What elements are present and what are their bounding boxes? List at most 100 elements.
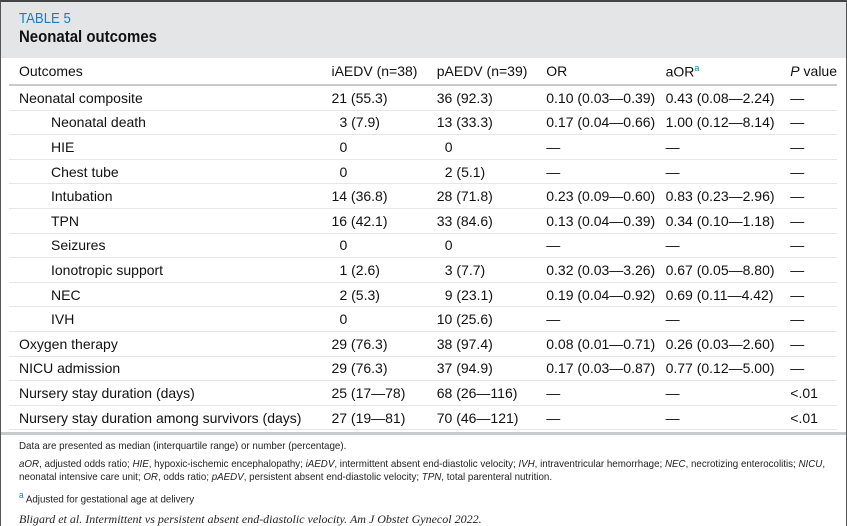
col-iaedv: iAEDV (n=38) [331, 58, 437, 86]
col-outcomes: Outcomes [9, 58, 332, 86]
table-row: TPN 16 (42.1) 33 (84.6) 0.13 (0.04—0.39) 0.3… [9, 208, 837, 234]
pvalue-cell: <.01 [790, 409, 818, 426]
outcome-cell: Chest tube [51, 163, 119, 180]
table-row: Seizures 0 0 — — — [9, 233, 837, 258]
table-row: Neonatal composite 21 (55.3) 36 (92.3) 0.10… [9, 85, 837, 111]
outcome-cell: Ionotropic support [51, 261, 164, 278]
paedv-cell: 70 (46—121) [436, 409, 519, 426]
aor-cell: 0.77 (0.12—5.00) [665, 360, 775, 377]
or-cell: 0.08 (0.01—0.71) [546, 335, 656, 352]
or-cell: 0.13 (0.04—0.39) [546, 212, 656, 229]
abbreviations: aOR, adjusted odds ratio; HIE, hypoxic-i… [19, 458, 837, 484]
table-header: TABLE 5 Neonatal outcomes [1, 2, 846, 58]
col-aor-text: aOR [665, 63, 695, 80]
pvalue-cell: — [790, 286, 805, 303]
abbreviation-definition: , intraventricular hemorrhage; [534, 458, 665, 470]
or-cell: 0.10 (0.03—0.39) [546, 89, 656, 106]
aor-cell: 0.67 (0.05—8.80) [665, 261, 775, 278]
table-label: TABLE 5 [19, 10, 71, 27]
aor-cell: 0.43 (0.08—2.24) [665, 89, 775, 106]
iaedv-cell: 16 (42.1) [331, 212, 388, 229]
aor-cell: 1.00 (0.12—8.14) [665, 114, 775, 131]
col-or: OR [546, 58, 666, 86]
table-row: Nursery stay duration (days) 25 (17—78) 68… [9, 381, 837, 406]
outcome-cell: Neonatal composite [19, 89, 143, 106]
outcome-cell: Intubation [51, 188, 113, 205]
outcome-cell: IVH [51, 311, 75, 328]
abbreviation-term: OR [143, 471, 158, 483]
col-pvalue: P value [786, 58, 837, 86]
pvalue-cell: — [790, 138, 805, 155]
pvalue-cell: — [790, 261, 805, 278]
or-cell: 0.23 (0.09—0.60) [546, 188, 656, 205]
iaedv-cell: 0 [339, 311, 348, 328]
pvalue-cell: — [790, 188, 805, 205]
abbreviation-term: IVH [518, 458, 535, 470]
iaedv-cell: 21 (55.3) [331, 89, 388, 106]
aor-cell: 0.69 (0.11—4.42) [665, 286, 774, 303]
or-cell: — [546, 138, 561, 155]
aor-cell: — [665, 138, 680, 155]
table-row: IVH 0 10 (25.6) — — — [9, 307, 837, 332]
table-row: HIE 0 0 — — — [9, 135, 837, 160]
abbreviation-definition: , neonatal intensive care unit; [19, 458, 826, 483]
outcomes-table: Outcomes iAEDV (n=38) pAEDV (n=39) OR aO… [9, 58, 837, 430]
outcome-cell: NICU admission [19, 360, 121, 377]
iaedv-cell: 0 [339, 237, 348, 254]
iaedv-cell: 29 (76.3) [331, 360, 388, 377]
col-p-rest: value [799, 63, 837, 79]
iaedv-cell: 25 (17—78) [331, 384, 406, 401]
table-row: NICU admission 29 (76.3) 37 (94.9) 0.17 (0.… [9, 356, 837, 381]
table-row: Ionotropic support 1 (2.6) 3 (7.7) 0.32 (0.… [9, 258, 837, 283]
abbreviation-definition: , adjusted odds ratio; [39, 458, 133, 470]
outcome-cell: TPN [51, 212, 79, 229]
footnote-mark: a [19, 490, 24, 500]
paedv-cell: 9 (23.1) [444, 286, 493, 303]
table-row: Neonatal death 3 (7.9) 13 (33.3) 0.17 (0.04… [9, 110, 837, 135]
outcome-cell: HIE [51, 138, 75, 155]
pvalue-cell: — [790, 237, 805, 254]
paedv-cell: 38 (97.4) [436, 335, 493, 352]
table-row: Chest tube 0 2 (5.1) — — — [9, 159, 837, 184]
abbreviation-definition: , persistent absent end-diastolic veloci… [243, 471, 422, 483]
abbreviation-definition: , total parenteral nutrition. [441, 471, 553, 483]
col-paedv: pAEDV (n=39) [436, 58, 547, 86]
or-cell: — [546, 409, 561, 426]
abbreviation-definition: , necrotizing enterocolitis; [685, 458, 799, 470]
or-cell: — [546, 237, 561, 254]
pvalue-cell: — [790, 335, 805, 352]
pvalue-cell: — [790, 311, 805, 328]
iaedv-cell: 14 (36.8) [331, 188, 388, 205]
iaedv-cell: 2 (5.3) [339, 286, 380, 303]
paedv-cell: 33 (84.6) [436, 212, 493, 229]
or-cell: 0.17 (0.03—0.87) [546, 360, 656, 377]
pvalue-cell: — [790, 212, 805, 229]
paedv-cell: 0 [444, 237, 453, 254]
iaedv-cell: 29 (76.3) [331, 335, 388, 352]
outcome-cell: Nursery stay duration among survivors (d… [19, 409, 302, 426]
table-row: Oxygen therapy 29 (76.3) 38 (97.4) 0.08 (0.… [9, 331, 837, 357]
paedv-cell: 68 (26—116) [436, 384, 518, 401]
paedv-cell: 36 (92.3) [436, 89, 493, 106]
pvalue-cell: — [790, 89, 805, 106]
abbreviation-term: TPN [421, 471, 442, 483]
aor-cell: — [665, 311, 680, 328]
pvalue-cell: — [790, 360, 805, 377]
or-cell: — [546, 311, 561, 328]
outcome-cell: Neonatal death [51, 114, 146, 131]
abbreviation-definition: , odds ratio; [157, 471, 212, 483]
citation: Bligard et al. Intermittent vs persisten… [19, 511, 482, 526]
or-cell: 0.32 (0.03—3.26) [546, 261, 656, 278]
footnote-text: Adjusted for gestational age at delivery [23, 493, 195, 506]
paedv-cell: 0 [444, 138, 453, 155]
table-title: Neonatal outcomes [19, 27, 157, 46]
aor-cell: — [665, 409, 680, 426]
paedv-cell: 10 (25.6) [436, 311, 493, 328]
abbreviation-term: iAEDV [305, 458, 335, 470]
or-cell: — [546, 163, 561, 180]
paedv-cell: 37 (94.9) [436, 360, 493, 377]
table-footer: Data are presented as median (interquart… [1, 432, 846, 526]
col-p-italic: P [790, 63, 800, 79]
or-cell: 0.19 (0.04—0.92) [546, 286, 656, 303]
